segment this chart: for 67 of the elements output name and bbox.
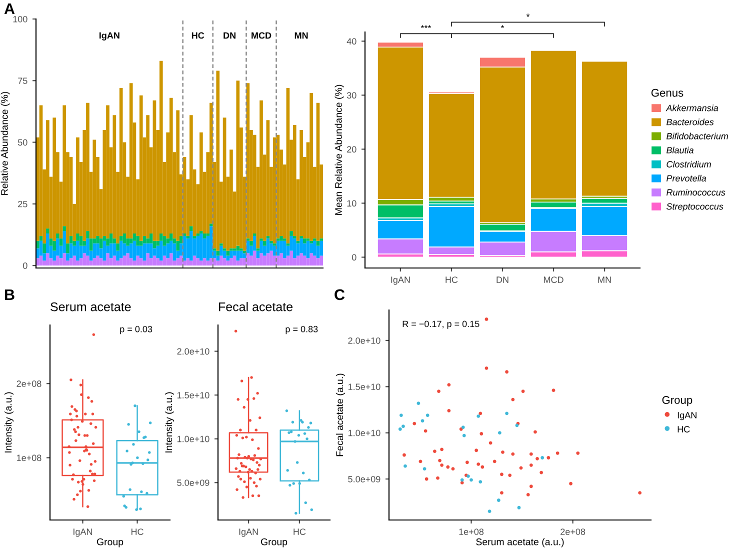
- y-tick-label: 25: [18, 200, 28, 208]
- legend-label: Ruminococcus: [666, 188, 726, 196]
- x-axis-title: Serum acetate (a.u.): [476, 538, 564, 548]
- text: ***: [420, 24, 432, 28]
- text: *: [500, 24, 504, 28]
- annotation: p = 0.83: [286, 326, 318, 334]
- text: C: [334, 289, 345, 300]
- text: *: [526, 14, 530, 17]
- legend-label: IgAN: [678, 412, 696, 420]
- y-tick-label: 40: [346, 38, 356, 45]
- y-tick-label: 75: [18, 78, 28, 84]
- y-axis-title: Intensity (a.u.): [4, 392, 14, 452]
- annotation: MCD: [252, 32, 272, 39]
- text: B: [5, 289, 14, 300]
- y-tick-label: 2.0e+10: [348, 337, 380, 344]
- x-tick-label: MN: [598, 276, 611, 283]
- x-axis-title: Group: [260, 538, 288, 548]
- y-tick-label: 0: [23, 262, 28, 269]
- y-axis-title: Relative Abundance (%): [0, 92, 10, 195]
- chart-title: Serum acetate: [50, 302, 131, 312]
- legend-title: Group: [662, 396, 692, 406]
- legend-label: Bacteroides: [666, 118, 714, 126]
- annotation: IgAN: [99, 32, 120, 40]
- x-tick-label: IgAN: [391, 276, 410, 285]
- y-tick-label: 10: [347, 200, 356, 207]
- x-tick-label: IgAN: [74, 528, 92, 537]
- x-tick-label: HC: [131, 528, 144, 535]
- legend-label: Prevotella: [666, 174, 706, 182]
- y-axis-title: Mean Relative Abundance (%): [334, 84, 344, 215]
- legend-title: Genus: [651, 88, 684, 97]
- y-tick-label: 5.0e+09: [177, 480, 210, 486]
- y-axis-title: Fecal acetate (a.u.): [336, 374, 345, 456]
- annotation: p = 0.03: [120, 326, 152, 334]
- legend-label: Streptococcus: [666, 203, 724, 212]
- legend-label: Akkermansia: [666, 104, 718, 112]
- y-tick-label: 1.0e+10: [177, 436, 210, 442]
- y-tick-label: 1.0e+10: [348, 430, 380, 436]
- y-tick-label: 1.5e+10: [348, 384, 380, 390]
- x-tick-label: 1e+08: [459, 528, 484, 535]
- y-tick-label: 50: [18, 139, 28, 146]
- x-tick-label: 2e+08: [560, 528, 586, 535]
- x-tick-label: DN: [496, 276, 508, 283]
- annotation: MN: [294, 32, 308, 39]
- y-tick-label: 5.0e+09: [348, 476, 380, 482]
- y-tick-label: 1.5e+10: [177, 392, 210, 398]
- annotation: R = −0.17, p = 0.15: [402, 320, 480, 329]
- y-tick-label: 100: [13, 16, 28, 22]
- legend-label: Clostridium: [666, 160, 711, 168]
- chart-title: Fecal acetate: [219, 302, 292, 312]
- y-tick-label: 20: [347, 146, 356, 153]
- legend-label: Bifidobacterium: [666, 132, 728, 140]
- annotation: DN: [224, 32, 236, 39]
- annotation: HC: [192, 32, 204, 39]
- x-tick-label: MCD: [544, 276, 564, 283]
- x-tick-label: HC: [294, 528, 306, 535]
- x-tick-label: HC: [446, 276, 458, 283]
- legend-label: HC: [678, 426, 690, 432]
- x-axis-title: Group: [96, 538, 124, 548]
- text: A: [4, 3, 15, 14]
- y-axis-title: Intensity (a.u.): [164, 392, 174, 452]
- y-tick-label: 30: [346, 92, 356, 99]
- legend-label: Blautia: [666, 146, 694, 154]
- x-tick-label: IgAN: [239, 528, 258, 537]
- y-tick-label: 0: [352, 254, 356, 261]
- y-tick-label: 2.0e+10: [177, 348, 210, 355]
- y-tick-label: 2e+08: [16, 380, 42, 387]
- y-tick-label: 1e+08: [17, 454, 42, 462]
